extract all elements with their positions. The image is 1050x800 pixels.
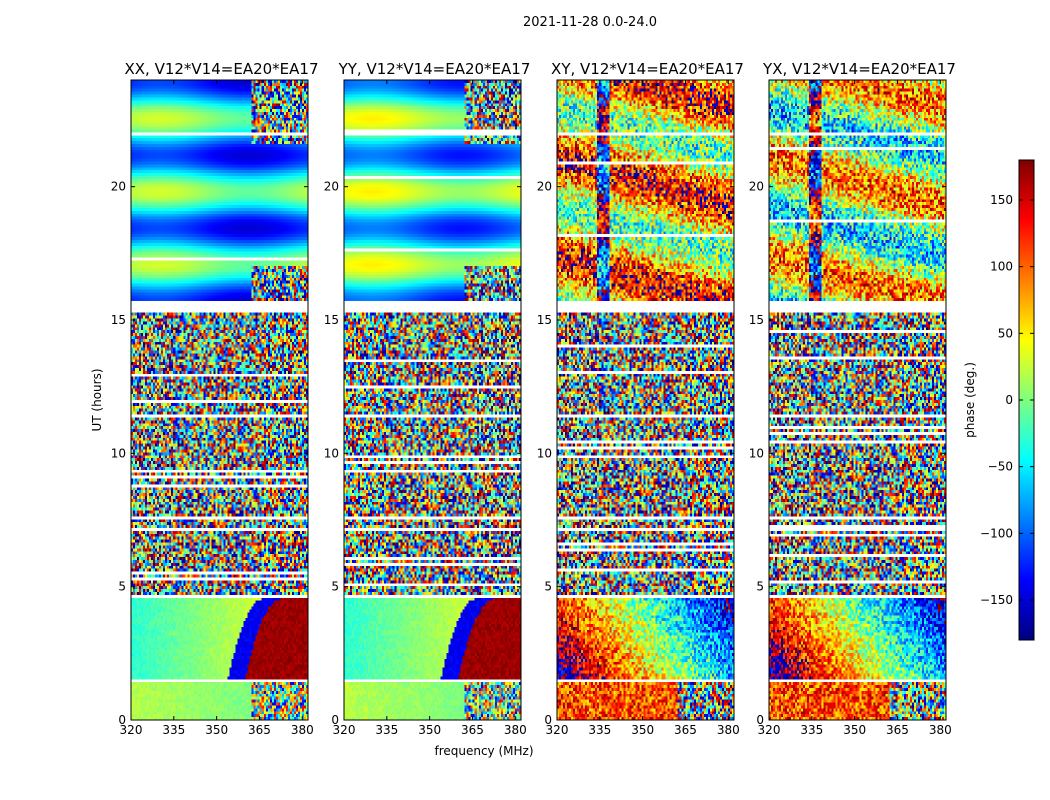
x-tick-label: 335 <box>162 723 185 737</box>
heatmap-4 <box>769 80 946 720</box>
colorbar-tick-label: 100 <box>990 260 1013 274</box>
y-tick-label: 5 <box>331 580 339 594</box>
y-tick-label: 10 <box>111 446 126 460</box>
x-tick-label: 380 <box>717 723 740 737</box>
panel-2: YY, V12*V14=EA20*EA17 320 335 350 365 380 0 5 10… <box>324 60 531 737</box>
panel-title: XX, V12*V14=EA20*EA17 <box>124 60 318 78</box>
x-tick-label: 365 <box>248 723 271 737</box>
x-axis-label: frequency (MHz) <box>434 744 533 758</box>
heatmap-1 <box>131 80 308 720</box>
y-tick-label: 0 <box>331 713 339 727</box>
x-tick-label: 320 <box>120 723 143 737</box>
colorbar-tick-label: 0 <box>1005 393 1013 407</box>
y-tick-label: 15 <box>749 313 764 327</box>
y-tick-label: 10 <box>324 446 339 460</box>
y-tick-label: 15 <box>324 313 339 327</box>
x-tick-label: 365 <box>674 723 697 737</box>
x-tick-label: 350 <box>843 723 866 737</box>
panel-3: XY, V12*V14=EA20*EA17 320 335 350 365 380 0 5 10… <box>537 60 744 737</box>
heatmap-3 <box>557 80 734 720</box>
x-tick-label: 365 <box>461 723 484 737</box>
x-tick-label: 335 <box>800 723 823 737</box>
panel-frame <box>556 79 735 721</box>
colorbar-tick-label: −50 <box>988 460 1013 474</box>
y-tick-label: 0 <box>544 713 552 727</box>
y-tick-label: 20 <box>537 180 552 194</box>
colorbar-tick-label: 50 <box>998 326 1013 340</box>
y-tick-label: 15 <box>111 313 126 327</box>
y-tick-label: 20 <box>111 180 126 194</box>
y-tick-label: 0 <box>756 713 764 727</box>
panel-4: YX, V12*V14=EA20*EA17 320 335 350 365 380 0 5 10… <box>749 60 956 737</box>
y-tick-label: 10 <box>537 446 552 460</box>
y-tick-label: 15 <box>537 313 552 327</box>
x-tick-label: 320 <box>333 723 356 737</box>
panel-frame <box>768 79 947 721</box>
x-tick-label: 335 <box>375 723 398 737</box>
heatmap-2 <box>344 80 521 720</box>
y-tick-label: 0 <box>118 713 126 727</box>
y-tick-label: 5 <box>756 580 764 594</box>
colorbar-tick-label: −150 <box>980 593 1013 607</box>
panels: XX, V12*V14=EA20*EA17 320 335 350 365 380 0 5 10… <box>111 60 956 737</box>
y-tick-label: 5 <box>544 580 552 594</box>
colorbar-tick-label: 150 <box>990 193 1013 207</box>
x-tick-label: 320 <box>546 723 569 737</box>
suptitle: 2021-11-28 0.0-24.0 <box>523 15 657 30</box>
panel-title: YY, V12*V14=EA20*EA17 <box>338 60 531 78</box>
x-tick-label: 335 <box>588 723 611 737</box>
x-tick-label: 380 <box>504 723 527 737</box>
y-axis-label: UT (hours) <box>90 368 104 431</box>
panel-title: XY, V12*V14=EA20*EA17 <box>551 60 744 78</box>
x-tick-label: 350 <box>205 723 228 737</box>
panel-frame <box>343 79 522 721</box>
x-tick-label: 380 <box>929 723 952 737</box>
panel-1: XX, V12*V14=EA20*EA17 320 335 350 365 380 0 5 10… <box>111 60 319 737</box>
x-tick-label: 320 <box>758 723 781 737</box>
y-tick-label: 10 <box>749 446 764 460</box>
x-tick-label: 350 <box>631 723 654 737</box>
panel-title: YX, V12*V14=EA20*EA17 <box>762 60 956 78</box>
y-tick-label: 20 <box>749 180 764 194</box>
panel-frame <box>130 79 309 721</box>
colorbar-label: phase (deg.) <box>963 362 977 438</box>
x-tick-label: 350 <box>418 723 441 737</box>
colorbar: 150 100 50 0 −50 −100 −150 <box>980 159 1035 641</box>
x-tick-label: 380 <box>291 723 314 737</box>
y-tick-label: 5 <box>118 580 126 594</box>
x-tick-label: 365 <box>886 723 909 737</box>
y-tick-label: 20 <box>324 180 339 194</box>
colorbar-tick-label: −100 <box>980 526 1013 540</box>
